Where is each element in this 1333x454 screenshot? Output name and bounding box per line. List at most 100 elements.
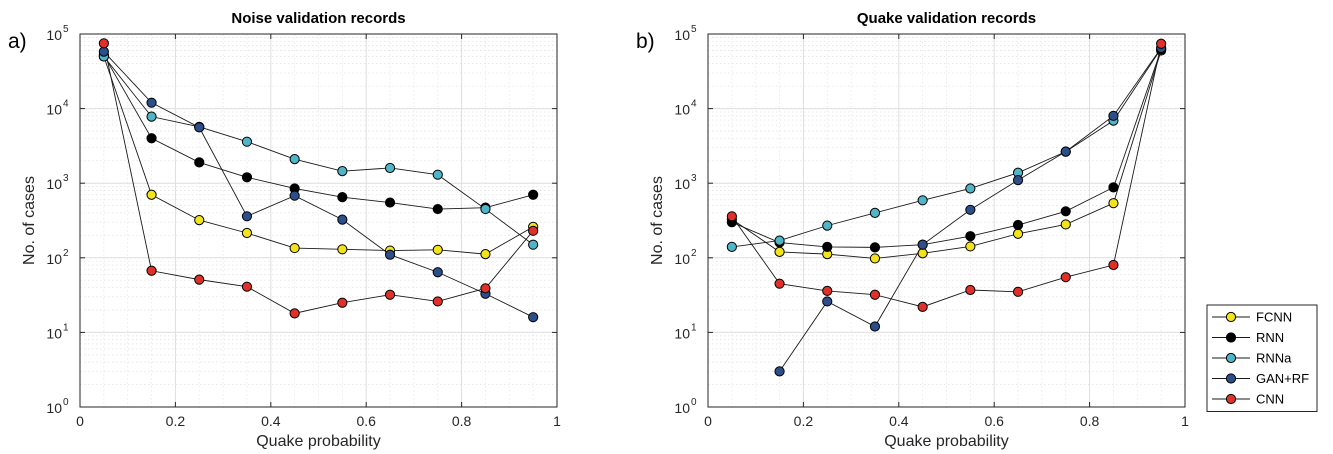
- data-point-rnn: [241, 172, 253, 183]
- data-point-gan-rf: [98, 46, 109, 57]
- legend-marker: [1225, 393, 1237, 405]
- data-point-cnn: [528, 225, 539, 236]
- data-point-fcnn: [337, 244, 348, 255]
- panel-label: a): [8, 30, 27, 53]
- data-point-fcnn: [1012, 228, 1024, 239]
- series-line-rnn: [103, 54, 534, 210]
- legend-marker: [1225, 311, 1237, 323]
- data-point-gan-rf: [528, 312, 539, 323]
- y-tick-label: 10: [46, 102, 62, 118]
- y-tick-label: 10: [674, 251, 690, 267]
- legend-entry-label: RNN: [1256, 330, 1284, 345]
- series-line-fcnn: [731, 50, 1162, 259]
- y-tick-label: 10: [674, 27, 690, 43]
- data-point-cnn: [1012, 286, 1024, 297]
- data-point-fcnn: [241, 227, 253, 239]
- x-tick-label: 0: [76, 413, 84, 429]
- data-point-cnn: [480, 283, 491, 294]
- series-line-gan-rf: [103, 51, 534, 318]
- y-tick-label: 10: [46, 176, 62, 192]
- legend-entry-label: GAN+RF: [1256, 371, 1309, 386]
- data-point-rnna: [480, 203, 491, 215]
- data-point-rnn: [528, 189, 539, 200]
- x-tick-label: 0.4: [889, 413, 909, 429]
- data-point-gan-rf: [1060, 146, 1071, 157]
- y-tick-label: 10: [674, 102, 690, 118]
- y-tick-label: 10: [46, 251, 62, 267]
- data-point-gan-rf: [384, 249, 396, 260]
- series-line-rnna: [731, 48, 1162, 248]
- data-point-rnna: [869, 207, 881, 218]
- data-point-rnn: [384, 197, 396, 208]
- legend-entry-label: RNNa: [1256, 351, 1292, 366]
- data-point-rnna: [384, 162, 396, 174]
- data-point-fcnn: [1108, 198, 1119, 209]
- data-point-cnn: [289, 308, 300, 319]
- data-point-cnn: [337, 297, 348, 308]
- data-point-cnn: [726, 211, 737, 222]
- y-tick-exponent: 2: [63, 248, 69, 259]
- y-tick-label: 10: [46, 400, 62, 416]
- y-tick-exponent: 4: [63, 99, 69, 110]
- y-tick-exponent: 1: [63, 322, 69, 333]
- x-tick-label: 0.2: [794, 413, 814, 429]
- y-axis-label: No. of cases: [21, 176, 38, 265]
- data-point-rnna: [917, 195, 928, 206]
- data-point-fcnn: [774, 246, 785, 257]
- series-line-cnn: [103, 43, 534, 314]
- chart-title: Noise validation records: [231, 10, 405, 27]
- data-point-cnn: [1108, 259, 1119, 271]
- data-point-gan-rf: [432, 267, 443, 278]
- y-tick-exponent: 1: [691, 322, 697, 333]
- x-tick-label: 0.4: [261, 413, 281, 429]
- y-tick-label: 10: [46, 27, 62, 43]
- data-point-rnna: [528, 239, 539, 250]
- legend-marker: [1225, 373, 1237, 384]
- data-point-gan-rf: [965, 204, 976, 215]
- y-tick-exponent: 3: [63, 173, 69, 184]
- data-point-fcnn: [289, 242, 300, 254]
- data-point-fcnn: [194, 215, 205, 226]
- x-tick-label: 1: [1181, 413, 1189, 429]
- data-point-rnn: [432, 203, 443, 215]
- data-point-cnn: [774, 278, 785, 289]
- data-point-fcnn: [869, 253, 881, 264]
- y-tick-label: 10: [46, 325, 62, 341]
- y-tick-label: 10: [674, 325, 690, 341]
- data-point-rnn: [1060, 206, 1071, 217]
- series-lines: [731, 43, 1162, 372]
- data-point-rnna: [241, 136, 253, 147]
- data-point-cnn: [869, 289, 881, 300]
- y-tick-exponent: 5: [63, 24, 69, 35]
- series-line-cnn: [731, 43, 1162, 308]
- legend-entry-label: FCNN: [1256, 310, 1292, 325]
- data-point-rnna: [337, 166, 348, 177]
- data-point-gan-rf: [1012, 175, 1024, 186]
- data-point-cnn: [432, 296, 443, 307]
- series-markers: [726, 38, 1167, 377]
- data-point-cnn: [917, 301, 928, 312]
- data-point-cnn: [384, 289, 396, 300]
- y-tick-label: 10: [674, 400, 690, 416]
- data-point-rnn: [337, 192, 348, 203]
- data-point-cnn: [822, 285, 833, 296]
- data-point-rnn: [965, 231, 976, 242]
- legend-marker: [1225, 352, 1237, 364]
- data-point-gan-rf: [1108, 110, 1119, 121]
- data-point-gan-rf: [774, 366, 785, 377]
- data-point-rnn: [869, 242, 881, 253]
- data-point-rnn: [146, 133, 157, 144]
- y-tick-exponent: 0: [691, 397, 697, 408]
- data-point-fcnn: [146, 189, 157, 200]
- data-point-cnn: [98, 38, 109, 49]
- y-tick-exponent: 3: [691, 173, 697, 184]
- data-point-fcnn: [480, 249, 491, 260]
- legend-entry-label: CNN: [1256, 392, 1284, 407]
- data-point-fcnn: [965, 241, 976, 252]
- data-point-fcnn: [917, 248, 928, 259]
- data-point-rnn: [1012, 219, 1024, 231]
- series-line-rnna: [103, 56, 534, 246]
- panel-label: b): [636, 30, 655, 53]
